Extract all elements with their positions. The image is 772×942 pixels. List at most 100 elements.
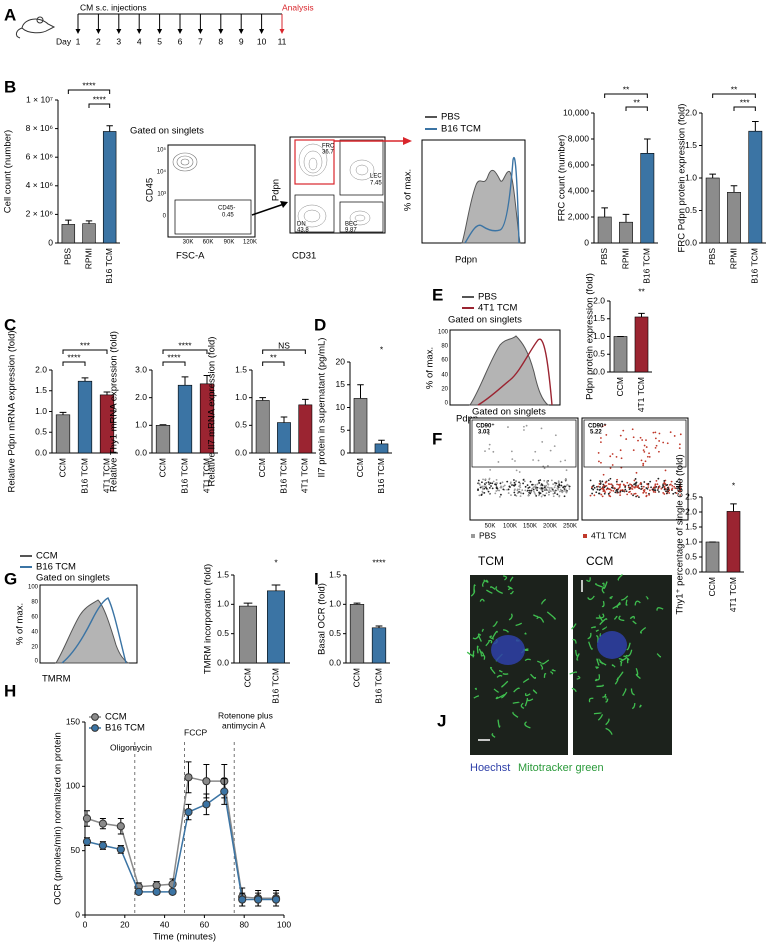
mitochondria [588,641,593,650]
mitochondria [466,651,475,657]
event-dot [592,484,595,487]
event-dot [665,492,668,495]
mitochondria [551,669,556,672]
event-dot [596,488,599,491]
y-tick-label: 1.5 [235,364,247,374]
event-dot [625,490,628,493]
significance-label: **** [372,557,386,567]
event-dot [563,488,566,490]
event-dot [678,447,681,450]
mitochondria [614,677,619,685]
tick-label: 10⁴ [157,169,167,176]
event-dot [658,450,660,453]
mitochondria [497,719,501,728]
event-dot [679,494,682,497]
y-tick-label: 5 [340,425,345,435]
bar [597,216,612,244]
event-dot [642,485,645,488]
y-tick-label: 1.0 [685,172,697,182]
event-dot [513,479,515,481]
event-dot [610,483,613,486]
event-dot [679,482,682,484]
significance-bracket [88,103,111,108]
axis-label: FSC-A [176,251,205,262]
day-number: 8 [218,36,223,46]
y-tick-label: 0.5 [685,551,697,561]
event-dot [605,434,608,436]
mitochondria [576,675,581,680]
event-dot [514,494,516,496]
y-tick-label: 8,000 [568,133,590,143]
event-dot [619,449,622,452]
event-dot [664,487,667,490]
mitochondria [626,642,631,651]
panel-letter: G [4,569,17,588]
event-dot [611,453,614,455]
event-dot [633,492,636,495]
event-dot [526,489,529,492]
event-dot [679,486,682,489]
event-dot [510,450,513,453]
event-dot [589,479,592,482]
y-tick-label: 50 [71,845,81,855]
event-dot [649,480,652,483]
event-dot [481,490,484,493]
gate-label: CD45- [218,206,235,212]
event-dot [507,426,509,428]
mitochondria [515,622,523,627]
mitochondria [524,632,527,635]
panel-letter: I [314,569,319,588]
event-dot [478,483,481,486]
gate-value: 0.45 [222,213,234,219]
event-dot [488,482,490,485]
event-dot [494,483,496,486]
density-contours [172,152,198,172]
panel-letter: D [314,315,326,334]
analysis-label: Analysis [282,2,314,12]
event-dot [477,488,479,491]
event-dot [622,429,625,432]
panel-letter: A [4,5,16,24]
mitochondria [620,661,623,667]
event-dot [648,489,651,492]
significance-label: **** [93,94,107,104]
event-dot [648,493,651,496]
event-dot [518,485,520,488]
y-axis-label: FRC count (number) [557,135,568,222]
y-tick-label: 2.0 [135,392,147,402]
event-dot [492,480,495,483]
event-dot [654,491,657,494]
event-dot [482,478,484,481]
event-dot [672,492,675,495]
event-dot [547,486,549,489]
y-tick-label: 10,000 [563,107,589,117]
event-dot [637,487,640,489]
event-dot [515,480,517,483]
bar [277,422,291,454]
event-dot [503,484,506,487]
event-dot [484,482,487,485]
event-dot [477,479,480,482]
event-dot [617,483,620,486]
event-dot [527,494,530,497]
event-dot [561,490,564,493]
event-dot [566,483,569,486]
tick-label: 40 [441,373,448,379]
y-tick-label: 1.5 [685,140,697,150]
event-dot [531,483,534,486]
event-dot [532,488,535,491]
event-dot [598,460,600,463]
event-dot [548,487,551,489]
event-dot [529,480,532,483]
error-bar [709,173,716,178]
event-dot [615,455,618,458]
mitochondria [605,727,613,735]
event-dot [488,478,491,481]
tick-label: 30K [183,240,194,246]
y-tick-label: 10 [336,402,346,412]
category-label: B16 TCM [278,458,288,494]
event-dot [506,488,508,491]
mitochondria [542,659,550,665]
arrow-head [218,29,224,34]
event-dot [663,480,666,482]
